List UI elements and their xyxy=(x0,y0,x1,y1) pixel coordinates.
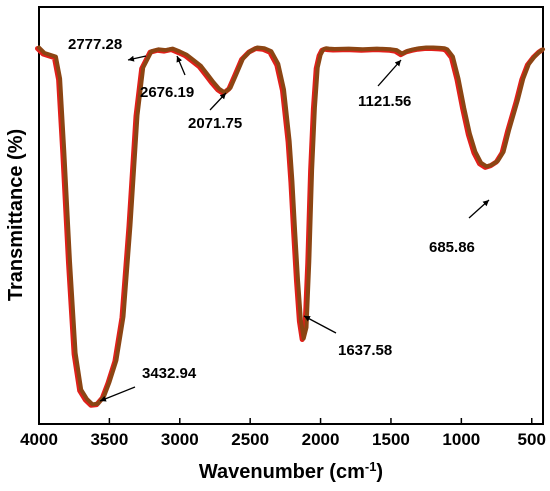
x-tick-label: 1000 xyxy=(442,430,480,449)
plot-area-frame xyxy=(38,6,544,425)
peak-annotation-label: 1637.58 xyxy=(338,342,392,359)
annotation-arrow xyxy=(209,92,227,111)
spectrum-line xyxy=(37,45,545,407)
x-tick-label: 500 xyxy=(518,430,546,449)
annotation-arrow xyxy=(176,55,186,76)
x-tick-label: 3000 xyxy=(161,430,199,449)
peak-annotation-label: 2777.28 xyxy=(68,36,122,53)
x-tick-label: 3500 xyxy=(90,430,128,449)
x-axis-tick-labels: 4000 3500 3000 2500 2000 1500 1000 500 xyxy=(20,430,546,449)
spectrum-line-shadow xyxy=(35,46,544,408)
x-tick-label: 2000 xyxy=(302,430,340,449)
peak-annotation-label: 1121.56 xyxy=(358,93,411,110)
annotation-arrow xyxy=(377,59,402,87)
y-axis-label: Transmittance (%) xyxy=(5,129,27,301)
annotation-arrow xyxy=(99,386,136,402)
spectrum-series xyxy=(35,45,545,408)
peak-annotations: 2777.28 2676.19 2071.75 1121.56 685.86 1637.5… xyxy=(68,36,490,402)
x-tick-label: 4000 xyxy=(20,430,58,449)
annotation-arrow xyxy=(127,55,147,62)
x-tick-label: 1500 xyxy=(372,430,410,449)
peak-annotation-label: 685.86 xyxy=(429,239,475,256)
x-axis-ticks xyxy=(38,418,533,424)
peak-annotation-label: 2071.75 xyxy=(188,115,242,132)
peak-annotation-label: 3432.94 xyxy=(142,365,197,382)
x-tick-label: 2500 xyxy=(231,430,269,449)
x-axis-label: Wavenumber (cm-1) xyxy=(199,459,383,483)
annotation-arrow xyxy=(468,199,490,219)
peak-annotation-label: 2676.19 xyxy=(140,84,194,101)
annotation-arrow xyxy=(303,315,337,334)
